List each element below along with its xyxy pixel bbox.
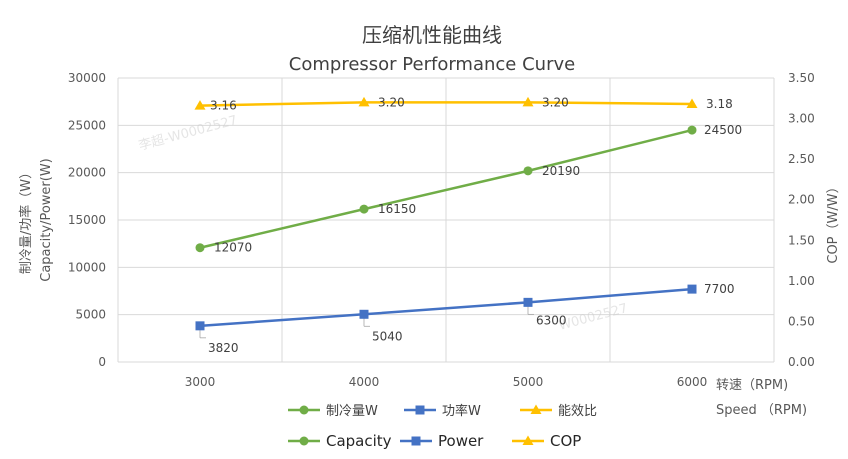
- point-power: [523, 297, 533, 307]
- legend-label-capacity: 制冷量W: [326, 404, 378, 419]
- label-leader-lines: [199, 306, 534, 339]
- series-markers: [194, 96, 698, 331]
- legend-marker-cop: [530, 404, 542, 414]
- data-label-capacity: 24500: [704, 123, 742, 137]
- chart-title: 压缩机性能曲线: [362, 23, 502, 47]
- point-power: [359, 309, 369, 319]
- legend-label-power: Power: [438, 432, 484, 450]
- data-label-cop: 3.20: [542, 95, 569, 109]
- watermark: 李超-W0002527: [137, 113, 239, 154]
- point-power: [195, 321, 205, 331]
- point-capacity: [523, 166, 533, 176]
- y2-axis-ticks: 0.00 0.50 1.00 1.50 2.00 2.50 3.00 3.50: [788, 71, 815, 369]
- y-tick-label: 0: [98, 355, 106, 369]
- y-tick-label: 25000: [68, 118, 106, 132]
- y-tick-label: 10000: [68, 260, 106, 274]
- y2-tick-label: 0.00: [788, 355, 815, 369]
- data-label-capacity: 20190: [542, 164, 580, 178]
- y-axis-label-cn: 制冷量/功率（W）: [18, 166, 34, 274]
- watermark: W0002527: [557, 301, 629, 334]
- point-capacity: [195, 243, 205, 253]
- legend-marker-power: [415, 405, 425, 415]
- x-axis-ticks: 3000 4000 5000 6000: [185, 375, 708, 389]
- data-label-cop: 3.20: [378, 95, 405, 109]
- y2-tick-label: 3.00: [788, 112, 815, 126]
- y2-axis-label: COP（W/W）: [826, 180, 841, 263]
- legend-marker-power: [411, 436, 421, 446]
- x-tick-label: 4000: [349, 375, 380, 389]
- y2-tick-label: 2.00: [788, 193, 815, 207]
- data-label-capacity: 16150: [378, 202, 416, 216]
- legend-chinese: 制冷量W 功率W 能效比: [288, 403, 597, 419]
- x-axis-label-cn: 转速（RPM): [716, 378, 788, 393]
- data-label-power: 7700: [704, 282, 735, 296]
- y-tick-label: 15000: [68, 213, 106, 227]
- x-tick-label: 6000: [677, 375, 708, 389]
- series-line-cop: [199, 101, 693, 107]
- data-label-cop: 3.18: [706, 97, 733, 111]
- x-axis-label-en: Speed （RPM): [716, 403, 807, 418]
- point-capacity: [359, 204, 369, 214]
- legend-marker-capacity: [299, 405, 309, 415]
- y2-tick-label: 2.50: [788, 152, 815, 166]
- point-cop: [358, 96, 370, 107]
- legend-label-cop: 能效比: [558, 404, 597, 419]
- legend-label-power: 功率W: [442, 403, 481, 419]
- data-labels: 12070 16150 20190 24500 3820 5040 6300 7700 3.16…: [208, 95, 742, 354]
- data-label-power: 3820: [208, 341, 239, 355]
- data-label-capacity: 12070: [214, 241, 252, 255]
- point-capacity: [687, 125, 697, 135]
- x-tick-label: 3000: [185, 375, 216, 389]
- point-cop: [194, 100, 206, 110]
- legend-marker-capacity: [299, 436, 309, 446]
- y2-tick-label: 1.00: [788, 274, 815, 288]
- y-axis-ticks: 0 5000 10000 15000 20000 25000 30000: [68, 71, 106, 369]
- legend-english: Capacity Power COP: [288, 432, 581, 450]
- series-line-power: [199, 287, 693, 328]
- point-power: [687, 284, 697, 294]
- data-label-cop: 3.16: [210, 99, 237, 113]
- y2-tick-label: 3.50: [788, 71, 815, 85]
- y-axis-label-en: Capacity/Power(W): [39, 158, 54, 282]
- y-tick-label: 5000: [75, 308, 106, 322]
- y-tick-label: 20000: [68, 166, 106, 180]
- y-tick-label: 30000: [68, 71, 106, 85]
- y2-tick-label: 0.50: [788, 314, 815, 328]
- legend-label-cop: COP: [550, 432, 581, 450]
- chart-subtitle: Compressor Performance Curve: [289, 54, 575, 75]
- x-tick-label: 5000: [513, 375, 544, 389]
- point-cop: [522, 96, 534, 107]
- legend-marker-cop: [522, 435, 534, 445]
- x-gridlines: [117, 78, 775, 362]
- data-label-power: 5040: [372, 329, 403, 343]
- data-label-power: 6300: [536, 313, 567, 327]
- legend-label-capacity: Capacity: [326, 432, 392, 450]
- y2-tick-label: 1.50: [788, 233, 815, 247]
- series-line-capacity: [199, 128, 693, 249]
- point-cop: [686, 98, 698, 108]
- series-lines: [199, 101, 693, 328]
